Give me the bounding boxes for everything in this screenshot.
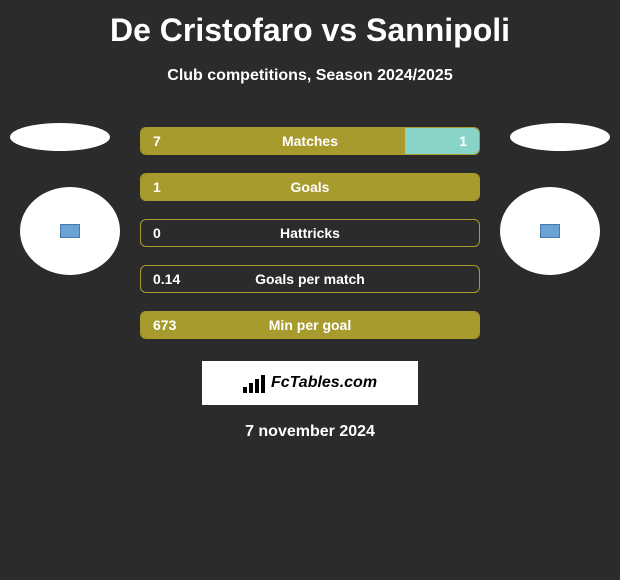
player-badge-right [540,224,560,238]
page-title: De Cristofaro vs Sannipoli [0,0,620,49]
stat-row: 0.14 Goals per match [140,265,480,293]
stat-value-left: 0.14 [153,271,180,287]
stat-label: Goals [291,179,330,195]
stat-label: Goals per match [255,271,365,287]
date-label: 7 november 2024 [0,423,620,441]
stat-row: 673 Min per goal [140,311,480,339]
player-ellipse-left [10,123,110,151]
player-badge-left [60,224,80,238]
player-ellipse-right [510,123,610,151]
stat-rows: 7 Matches 1 1 Goals 0 Hattricks 0.14 Goals per m… [140,127,480,339]
bar-fill-right [405,128,479,154]
comparison-chart: 7 Matches 1 1 Goals 0 Hattricks 0.14 Goals per m… [0,127,620,441]
logo-text: FcTables.com [271,374,377,392]
player-circle-left [20,187,120,275]
stat-value-right: 1 [459,133,467,149]
stat-value-left: 0 [153,225,161,241]
stat-row: 7 Matches 1 [140,127,480,155]
stat-value-left: 7 [153,133,161,149]
stat-label: Min per goal [269,317,351,333]
stat-row: 0 Hattricks [140,219,480,247]
stat-label: Hattricks [280,225,340,241]
player-circle-right [500,187,600,275]
stat-row: 1 Goals [140,173,480,201]
bar-fill-left [141,128,405,154]
source-logo: FcTables.com [202,361,418,405]
stat-value-left: 1 [153,179,161,195]
stat-label: Matches [282,133,338,149]
bar-chart-icon [243,373,265,393]
subtitle: Club competitions, Season 2024/2025 [0,67,620,85]
stat-value-left: 673 [153,317,176,333]
